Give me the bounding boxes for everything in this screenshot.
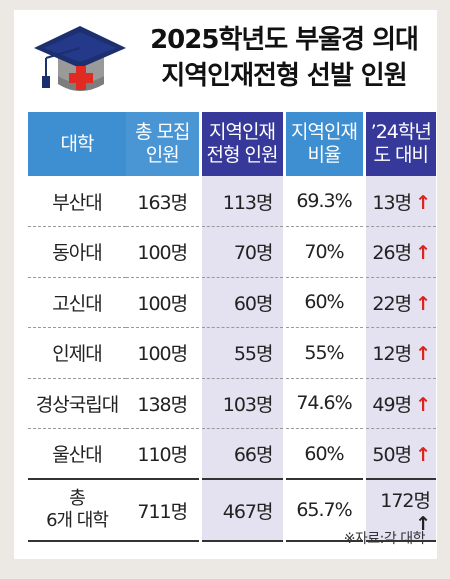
- change-value: 13명: [372, 191, 412, 214]
- cell-total: 711명: [126, 478, 200, 542]
- cell-ratio: 55%: [284, 327, 364, 379]
- cell-ratio: 65.7%: [284, 478, 364, 542]
- column-header-total: 총 모집 인원: [126, 112, 200, 176]
- cell-total: 163명: [126, 176, 200, 227]
- cell-regional: 113명: [198, 176, 286, 227]
- cell-university: 부산대: [28, 176, 126, 227]
- cell-ratio: 74.6%: [284, 378, 364, 429]
- infographic-card: 2025학년도 부울경 의대 지역인재전형 선발 인원 대학 총 모집 인원 지…: [14, 10, 437, 559]
- cell-total: 138명: [126, 378, 200, 429]
- column-header-ratio: 지역인재 비율: [284, 112, 364, 176]
- cell-university: 인제대: [28, 327, 126, 379]
- cell-ratio: 69.3%: [284, 176, 364, 227]
- cell-regional: 66명: [198, 428, 286, 480]
- cell-change: 49명 ↑: [362, 378, 436, 429]
- table-row: 부산대 163명 113명 69.3% 13명 ↑: [28, 176, 436, 227]
- cell-ratio: 60%: [284, 428, 364, 480]
- change-value: 26명: [372, 242, 412, 265]
- up-arrow-icon: ↑: [415, 512, 431, 535]
- table-row: 고신대 100명 60명 60% 22명 ↑: [28, 277, 436, 328]
- column-header-regional: 지역인재 전형 인원: [198, 112, 286, 176]
- total-row: 총 6개 대학 711명 467명 65.7% 172명↑: [28, 478, 436, 542]
- cell-change: 26명 ↑: [362, 226, 436, 278]
- cell-university: 울산대: [28, 428, 126, 480]
- cell-regional: 103명: [198, 378, 286, 429]
- cell-ratio: 70%: [284, 226, 364, 278]
- cell-change: 172명↑: [362, 478, 436, 542]
- cell-university: 고신대: [28, 277, 126, 328]
- change-value: 172명: [380, 489, 431, 512]
- source-note: ※자료:각 대학: [343, 531, 426, 547]
- header: 2025학년도 부울경 의대 지역인재전형 선발 인원: [14, 10, 437, 106]
- cell-regional: 70명: [198, 226, 286, 278]
- up-arrow-icon: ↑: [415, 292, 431, 315]
- cell-total: 110명: [126, 428, 200, 480]
- table-row: 인제대 100명 55명 55% 12명 ↑: [28, 327, 436, 379]
- title-line-1: 2025학년도 부울경 의대: [150, 25, 419, 55]
- table-header: 대학 총 모집 인원 지역인재 전형 인원 지역인재 비율 ’24학년 도 대비: [28, 112, 436, 176]
- cell-university: 경상국립대: [28, 378, 126, 429]
- up-arrow-icon: ↑: [415, 393, 431, 416]
- table-row: 동아대 100명 70명 70% 26명 ↑: [28, 226, 436, 278]
- graduation-cap-icon: [34, 26, 126, 91]
- table-row: 울산대 110명 66명 60% 50명 ↑: [28, 428, 436, 480]
- cell-regional: 60명: [198, 277, 286, 328]
- cell-change: 22명 ↑: [362, 277, 436, 328]
- up-arrow-icon: ↑: [415, 191, 431, 214]
- cell-change: 50명 ↑: [362, 428, 436, 480]
- up-arrow-icon: ↑: [415, 242, 431, 265]
- cell-change: 12명 ↑: [362, 327, 436, 379]
- table-body: 부산대 163명 113명 69.3% 13명 ↑ 동아대 100명 70명 70…: [28, 176, 436, 542]
- cell-total-label: 총 6개 대학: [28, 478, 126, 542]
- cell-ratio: 60%: [284, 277, 364, 328]
- change-value: 50명: [372, 444, 412, 466]
- data-table: 대학 총 모집 인원 지역인재 전형 인원 지역인재 비율 ’24학년 도 대비: [28, 112, 436, 542]
- title-line-2: 지역인재전형 선발 인원: [161, 61, 407, 91]
- cell-total: 100명: [126, 277, 200, 328]
- cell-university: 동아대: [28, 226, 126, 278]
- change-value: 49명: [372, 393, 412, 416]
- chart-title: 2025학년도 부울경 의대 지역인재전형 선발 인원: [134, 22, 434, 94]
- cell-total: 100명: [126, 226, 200, 278]
- cell-regional: 55명: [198, 327, 286, 379]
- up-arrow-icon: ↑: [415, 444, 431, 466]
- up-arrow-icon: ↑: [415, 343, 431, 366]
- cell-total: 100명: [126, 327, 200, 379]
- table-row: 경상국립대 138명 103명 74.6% 49명 ↑: [28, 378, 436, 429]
- change-value: 22명: [372, 292, 412, 315]
- change-value: 12명: [372, 343, 412, 366]
- cell-change: 13명 ↑: [362, 176, 436, 227]
- column-header-change: ’24학년 도 대비: [362, 112, 436, 176]
- column-header-university: 대학: [28, 112, 126, 176]
- cell-regional: 467명: [198, 478, 286, 542]
